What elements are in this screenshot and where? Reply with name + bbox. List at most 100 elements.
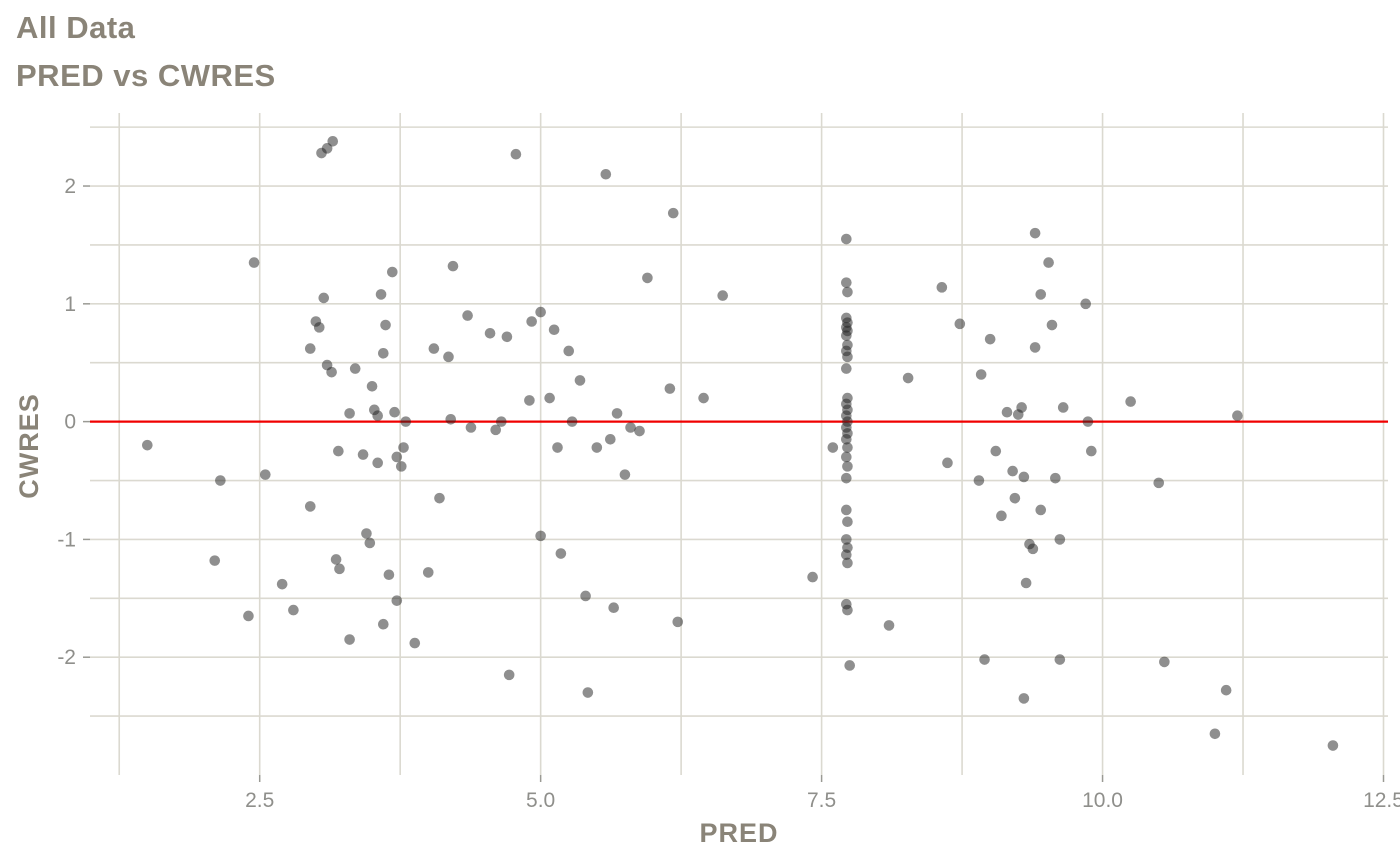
x-axis-title: PRED [699, 818, 779, 848]
scatter-point [844, 660, 855, 671]
y-tick-label: 0 [64, 411, 76, 434]
scatter-point [902, 372, 914, 384]
x-tick-label: 5.0 [526, 789, 555, 812]
scatter-point [372, 457, 383, 469]
scatter-point [434, 492, 445, 504]
scatter-point [883, 620, 895, 631]
scatter-point [605, 433, 616, 445]
scatter-point [1043, 257, 1054, 268]
scatter-point [389, 406, 400, 418]
scatter-point [391, 595, 403, 606]
scatter-point [973, 475, 985, 486]
scatter-point [524, 395, 535, 406]
scatter-point [357, 449, 369, 460]
scatter-point [591, 442, 603, 453]
scatter-point [664, 383, 676, 394]
scatter-point [841, 233, 852, 245]
scatter-point [1054, 534, 1066, 545]
chart-title: All Data [16, 10, 136, 45]
scatter-point [619, 469, 631, 480]
scatter-point [391, 451, 403, 463]
scatter-point [387, 266, 398, 278]
scatter-point [349, 363, 361, 374]
scatter-point [954, 318, 966, 330]
scatter-point [503, 669, 515, 681]
scatter-point [447, 260, 459, 272]
scatter-point [842, 442, 853, 453]
scatter-point [1046, 319, 1058, 331]
scatter-point [443, 351, 454, 363]
scatter-point [484, 327, 496, 339]
scatter-point [445, 413, 457, 425]
scatter-point [375, 289, 387, 300]
scatter-point [1327, 740, 1339, 751]
scatter-point [842, 461, 853, 472]
scatter-point [344, 634, 355, 645]
scatter-point [422, 567, 434, 578]
scatter-point [1057, 402, 1069, 413]
scatter-point [1086, 445, 1097, 457]
scatter-point [1029, 227, 1041, 239]
scatter-point [841, 549, 852, 561]
scatter-point [1159, 656, 1170, 668]
scatter-point [667, 207, 679, 219]
scatter-point [1080, 298, 1091, 310]
scatter-point [380, 319, 391, 331]
scatter-point [1054, 654, 1066, 665]
scatter-point [1232, 410, 1243, 422]
scatter-point [1018, 693, 1030, 704]
scatter-point [841, 330, 852, 341]
scatter-point [490, 424, 501, 436]
scatter-point [996, 510, 1007, 522]
scatter-point [942, 457, 953, 469]
scatter-point [276, 578, 288, 590]
scatter-point [1035, 289, 1047, 300]
scatter-point [334, 563, 345, 575]
scatter-point [608, 602, 619, 614]
scatter-point [465, 422, 477, 433]
scatter-point [1027, 543, 1039, 555]
x-tick-label: 7.5 [807, 789, 836, 812]
scatter-point [209, 555, 221, 566]
scatter-point [625, 422, 636, 433]
panel-background [90, 113, 1388, 775]
scatter-point [580, 590, 591, 602]
scatter-point [1020, 577, 1032, 589]
scatter-point [1153, 477, 1165, 489]
scatter-point [600, 168, 612, 180]
scatter-point [841, 433, 852, 445]
scatter-point [582, 687, 594, 698]
scatter-point [361, 528, 372, 539]
scatter-point [807, 571, 818, 583]
scatter-point [1209, 728, 1221, 740]
scatter-point [409, 637, 421, 649]
scatter-point [366, 380, 378, 392]
scatter-point [372, 410, 383, 422]
scatter-point [611, 408, 623, 419]
scatter-point [672, 616, 684, 628]
scatter-point [1001, 406, 1013, 418]
scatter-point [288, 604, 299, 616]
scatter-point [327, 135, 339, 147]
scatter-point [979, 654, 990, 665]
scatter-point [313, 322, 325, 333]
scatter-point [501, 331, 513, 343]
y-axis-title: CWRES [14, 393, 44, 499]
scatter-point [1082, 416, 1094, 427]
scatter-point [841, 534, 852, 545]
scatter-point [842, 351, 853, 363]
scatter-point [1007, 465, 1018, 477]
scatter-point [1125, 396, 1136, 407]
scatter-point [552, 442, 563, 453]
scatter-point [936, 282, 948, 293]
scatter-point [842, 286, 853, 298]
scatter-point [841, 277, 852, 288]
scatter-point [330, 554, 342, 565]
scatter-point [378, 618, 389, 630]
chart-subtitle: PRED vs CWRES [16, 58, 276, 93]
y-tick-label: -1 [57, 528, 76, 551]
scatter-point [984, 333, 996, 345]
scatter-point [698, 392, 709, 404]
